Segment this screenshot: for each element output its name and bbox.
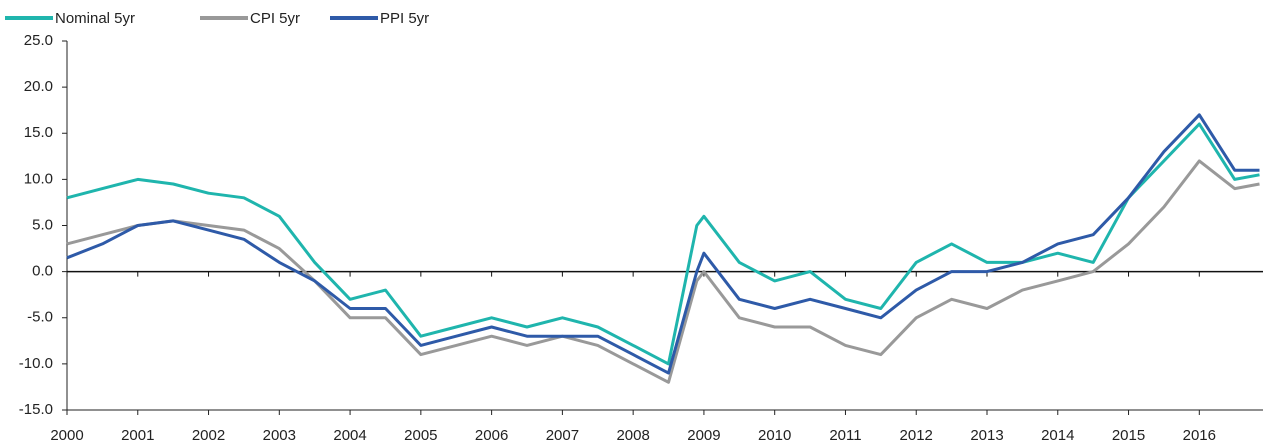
x-tick-label: 2006 xyxy=(475,427,508,444)
x-tick-label: 2014 xyxy=(1041,427,1074,444)
series-line xyxy=(66,159,1260,384)
y-tick-label: 0.0 xyxy=(32,263,53,280)
x-tick-label: 2001 xyxy=(121,427,154,444)
y-tick-label: 15.0 xyxy=(24,124,53,141)
x-tick-label: 2000 xyxy=(50,427,83,444)
x-tick-label: 2009 xyxy=(687,427,720,444)
y-tick-label: -5.0 xyxy=(27,309,53,326)
x-tick-label: 2011 xyxy=(829,427,861,444)
x-tick-label: 2008 xyxy=(616,427,649,444)
legend-label: CPI 5yr xyxy=(250,10,300,27)
x-tick-label: 2004 xyxy=(333,427,366,444)
x-tick-label: 2002 xyxy=(192,427,225,444)
x-tick-label: 2007 xyxy=(546,427,579,444)
y-tick-label: 5.0 xyxy=(32,216,53,233)
x-tick-label: 2003 xyxy=(263,427,296,444)
y-tick-label: 10.0 xyxy=(24,170,53,187)
x-tick-label: 2015 xyxy=(1112,427,1145,444)
x-tick-label: 2010 xyxy=(758,427,791,444)
legend-label: PPI 5yr xyxy=(380,10,429,27)
series-line xyxy=(66,113,1260,375)
legend-label: Nominal 5yr xyxy=(55,10,135,27)
y-tick-label: -10.0 xyxy=(19,355,53,372)
series-line xyxy=(66,122,1260,366)
x-tick-label: 2012 xyxy=(900,427,933,444)
y-tick-label: 20.0 xyxy=(24,78,53,95)
x-tick-label: 2013 xyxy=(970,427,1003,444)
x-tick-label: 2005 xyxy=(404,427,437,444)
y-tick-label: 25.0 xyxy=(24,32,53,49)
x-tick-label: 2016 xyxy=(1183,427,1216,444)
y-tick-label: -15.0 xyxy=(19,401,53,418)
